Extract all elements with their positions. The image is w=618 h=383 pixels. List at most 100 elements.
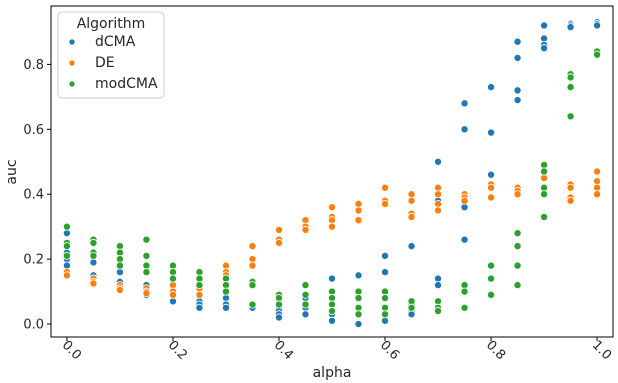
data-point	[434, 281, 443, 290]
data-point	[513, 261, 522, 270]
data-point	[381, 268, 390, 277]
data-point	[487, 261, 496, 270]
data-point	[487, 183, 496, 192]
data-point	[566, 183, 575, 192]
data-point	[434, 157, 443, 166]
data-point	[301, 225, 310, 234]
data-point	[327, 203, 336, 212]
data-point	[327, 307, 336, 316]
data-point	[168, 290, 177, 299]
x-tick-label: 1.0	[589, 338, 614, 363]
x-axis: 0.0 0.2 0.4 0.6 0.8 1.0	[59, 337, 614, 363]
data-point	[460, 125, 469, 134]
data-point	[142, 289, 151, 298]
data-point	[487, 274, 496, 283]
data-point	[327, 316, 336, 325]
x-tick-label: 0.4	[271, 338, 296, 363]
series-modcma	[62, 47, 602, 319]
data-point	[142, 268, 151, 277]
x-axis-label: alpha	[313, 365, 352, 381]
data-point	[248, 300, 257, 309]
data-point	[566, 73, 575, 82]
data-point	[195, 303, 204, 312]
y-tick-label: 0.4	[23, 188, 44, 203]
legend-items: dCMA DE modCMA	[68, 34, 158, 92]
data-point	[513, 53, 522, 62]
y-axis-label: auc	[4, 159, 20, 184]
legend-title: Algorithm	[77, 16, 146, 32]
data-point	[513, 37, 522, 46]
data-point	[354, 294, 363, 303]
data-point	[381, 294, 390, 303]
data-point	[566, 23, 575, 32]
data-point	[460, 235, 469, 244]
data-point	[487, 128, 496, 137]
y-axis: 0.0 0.2 0.4 0.6 0.8	[23, 58, 51, 333]
data-point	[221, 287, 230, 296]
data-point	[168, 274, 177, 283]
data-point	[274, 300, 283, 309]
legend-marker	[68, 38, 76, 46]
plot-frame	[50, 5, 614, 338]
data-point	[248, 261, 257, 270]
data-point	[115, 285, 124, 294]
data-point	[460, 287, 469, 296]
data-point	[354, 310, 363, 319]
data-point	[381, 251, 390, 260]
data-point	[301, 300, 310, 309]
data-point	[274, 313, 283, 322]
data-point	[115, 261, 124, 270]
data-point	[593, 190, 602, 199]
data-point	[142, 251, 151, 260]
data-point	[407, 212, 416, 221]
data-point	[434, 190, 443, 199]
data-point	[540, 21, 549, 30]
data-point	[381, 310, 390, 319]
x-tick-label: 0.2	[165, 338, 190, 363]
data-point	[221, 303, 230, 312]
data-point	[327, 274, 336, 283]
data-point	[460, 99, 469, 108]
data-point	[566, 83, 575, 92]
y-tick-label: 0.8	[23, 58, 44, 73]
data-point	[301, 281, 310, 290]
data-point	[62, 242, 71, 251]
data-point	[513, 86, 522, 95]
data-point	[540, 190, 549, 199]
data-point	[195, 290, 204, 299]
data-point	[195, 281, 204, 290]
legend-marker	[68, 80, 76, 88]
data-point	[593, 21, 602, 30]
legend-box	[57, 11, 165, 99]
data-point	[381, 199, 390, 208]
data-point	[248, 281, 257, 290]
x-tick-label: 0.0	[59, 338, 84, 363]
data-point	[62, 271, 71, 280]
data-point	[460, 303, 469, 312]
legend: Algorithm dCMA DE modCMA	[57, 11, 165, 99]
data-point	[354, 320, 363, 329]
data-point	[487, 193, 496, 202]
data-point	[513, 229, 522, 238]
data-point	[274, 225, 283, 234]
data-point	[301, 310, 310, 319]
data-point	[301, 290, 310, 299]
data-point	[487, 170, 496, 179]
legend-label: modCMA	[95, 76, 158, 92]
series-de	[62, 167, 602, 299]
data-point	[407, 242, 416, 251]
data-point	[274, 238, 283, 247]
data-point	[407, 303, 416, 312]
data-point	[434, 307, 443, 316]
y-tick-label: 0.6	[23, 123, 44, 138]
data-point	[593, 50, 602, 59]
data-point	[62, 222, 71, 231]
points-layer	[62, 18, 602, 329]
data-point	[434, 206, 443, 215]
data-point	[487, 83, 496, 92]
data-point	[142, 235, 151, 244]
data-point	[460, 196, 469, 205]
data-point	[89, 238, 98, 247]
data-point	[354, 271, 363, 280]
